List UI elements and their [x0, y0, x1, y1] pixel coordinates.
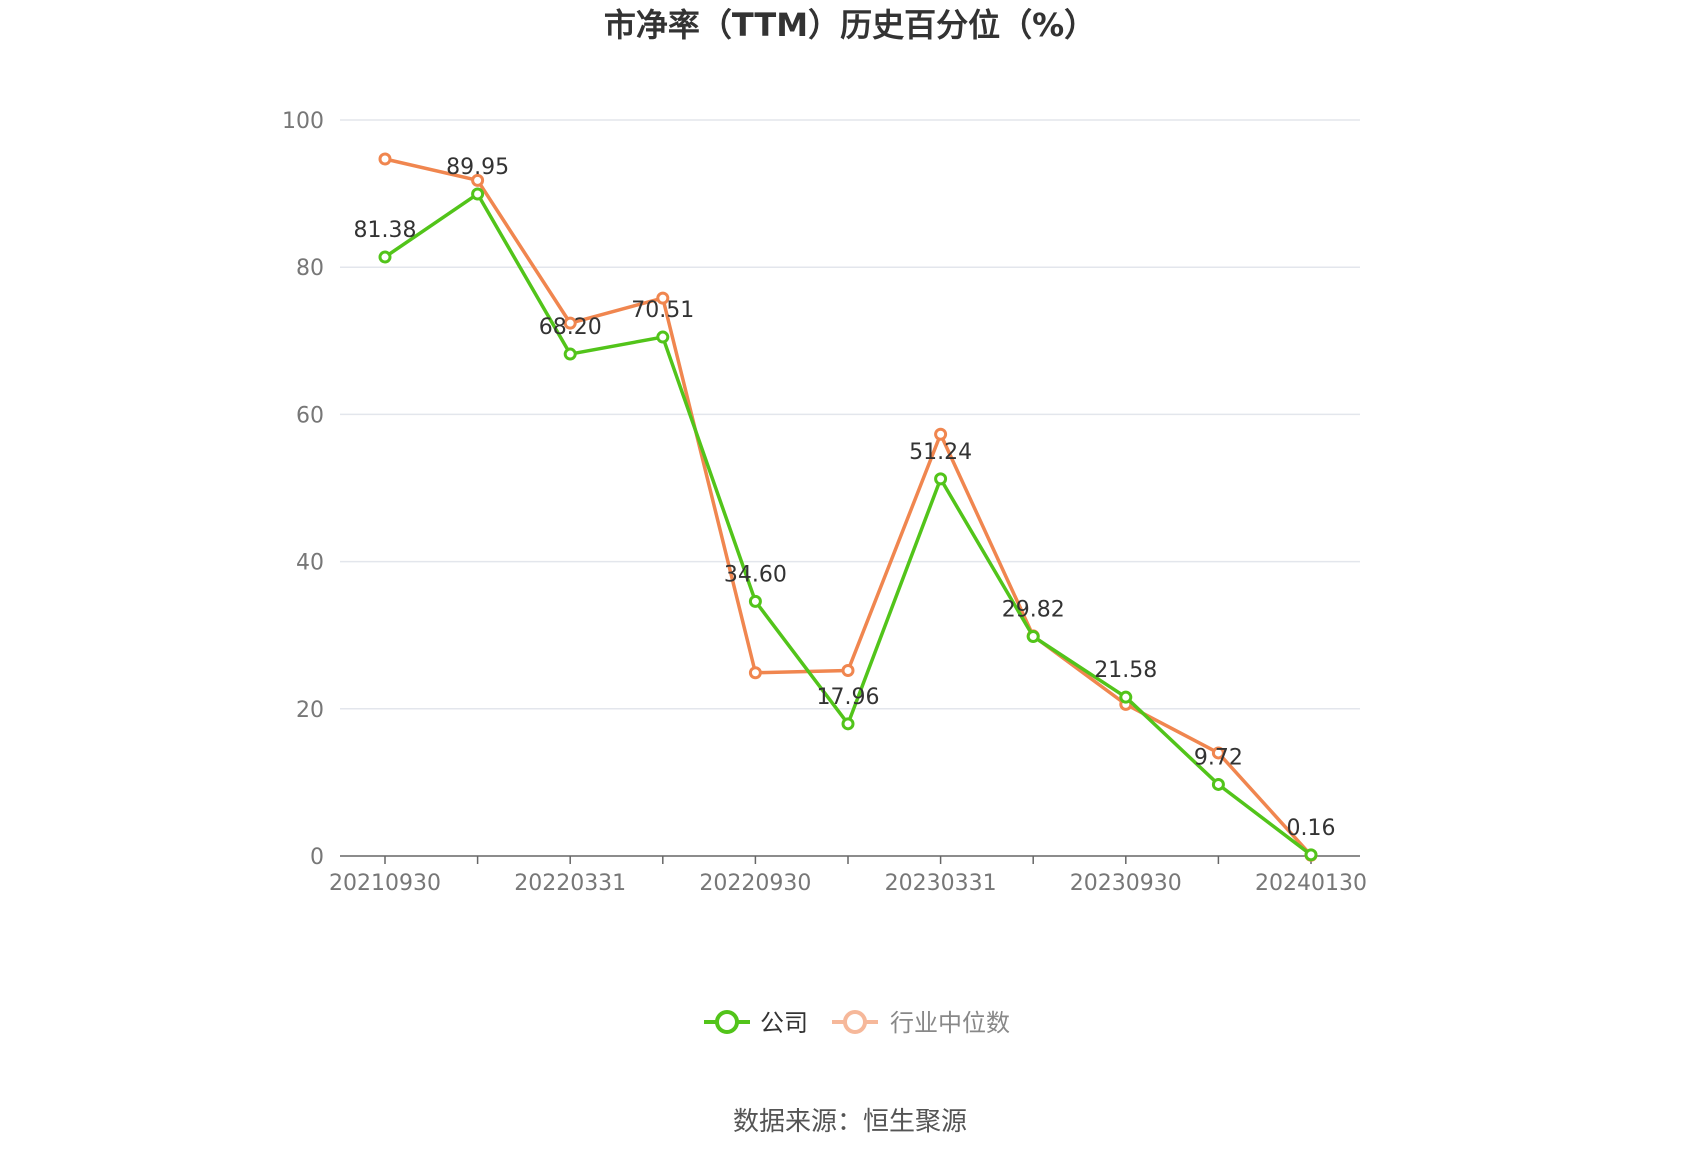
data-label: 70.51 [631, 298, 694, 323]
data-label: 21.58 [1094, 658, 1157, 683]
company-point [563, 347, 577, 361]
legend-company-label: 公司 [760, 1009, 808, 1037]
y-tick-label: 40 [296, 551, 324, 576]
industry-point [748, 666, 762, 680]
industry-point [1211, 746, 1225, 760]
data-label: 0.16 [1287, 816, 1336, 841]
chart-title: 市净率（TTM）历史百分位（%） [604, 6, 1096, 44]
company-point [471, 187, 485, 201]
data-label: 29.82 [1002, 598, 1065, 623]
company-point [934, 472, 948, 486]
x-tick-label: 20240130 [1255, 871, 1367, 896]
y-tick-label: 20 [296, 698, 324, 723]
y-tick-label: 80 [296, 256, 324, 281]
x-axis: 20210930 20220331 20220930 20230331 20230930… [329, 855, 1367, 896]
company-line [384, 192, 1313, 857]
x-tick-label: 20230930 [1070, 871, 1182, 896]
data-label: 81.38 [354, 218, 417, 243]
company-point [1211, 777, 1225, 791]
y-tick-label: 0 [310, 845, 324, 870]
legend[interactable]: 公司 行业中位数 [704, 1009, 1010, 1037]
industry-point [934, 427, 948, 441]
legend-item-company[interactable]: 公司 [704, 1009, 808, 1037]
company-point [1119, 690, 1133, 704]
industry-point [378, 152, 392, 166]
company-point [841, 717, 855, 731]
data-label: 34.60 [724, 562, 787, 587]
y-tick-label: 60 [296, 403, 324, 428]
y-tick-label: 100 [282, 109, 324, 134]
data-label: 89.95 [446, 155, 509, 180]
legend-company-marker [715, 1010, 739, 1034]
company-point [656, 330, 670, 344]
legend-industry-marker [843, 1010, 867, 1034]
series-industry [378, 152, 1318, 862]
grid-lines [340, 119, 1360, 710]
company-point [378, 250, 392, 264]
x-tick-label: 20210930 [329, 871, 441, 896]
x-tick-label: 20220331 [514, 871, 626, 896]
industry-point [841, 664, 855, 678]
series-group [378, 152, 1318, 862]
industry-point [656, 291, 670, 305]
x-tick-label: 20220930 [699, 871, 811, 896]
legend-industry-label: 行业中位数 [890, 1009, 1010, 1037]
x-tick-label: 20230331 [885, 871, 997, 896]
data-label: 68.20 [539, 315, 602, 340]
series-company [378, 187, 1318, 862]
data-source: 数据来源：恒生聚源 [733, 1107, 967, 1137]
data-label: 17.96 [817, 685, 880, 710]
data-label: 51.24 [909, 440, 972, 465]
company-point [1304, 848, 1318, 862]
company-point [1026, 630, 1040, 644]
y-axis-ticks: 0 20 40 60 80 100 [282, 109, 324, 870]
company-point [748, 594, 762, 608]
legend-item-industry[interactable]: 行业中位数 [832, 1009, 1010, 1037]
data-labels: 81.38 89.95 68.20 70.51 34.60 17.96 51.24 29.82… [354, 155, 1336, 841]
industry-line [384, 157, 1313, 857]
industry-point [471, 173, 485, 187]
industry-point [563, 316, 577, 330]
data-label: 9.72 [1194, 745, 1243, 770]
